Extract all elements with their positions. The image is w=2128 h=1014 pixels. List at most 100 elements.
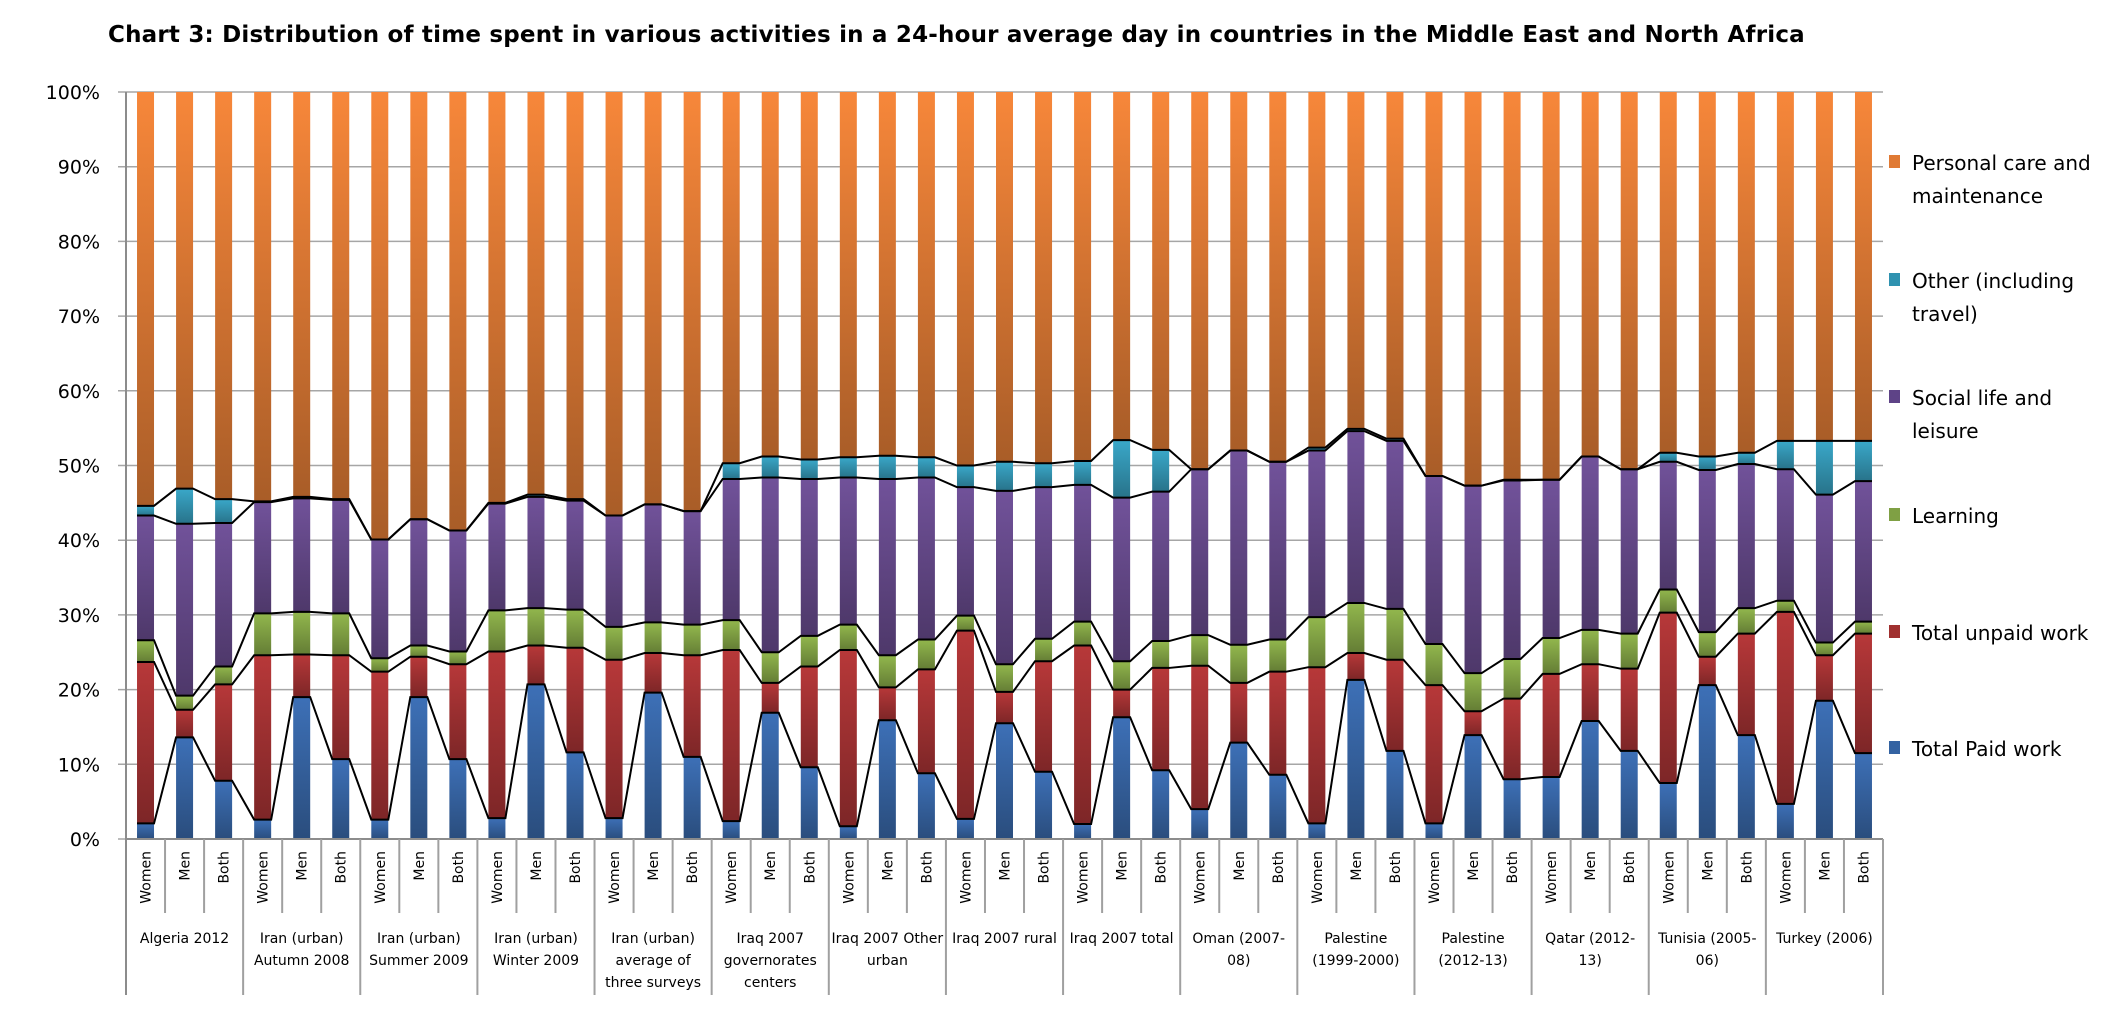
bar-segment [1581,720,1599,839]
subcategory-label: Both [217,851,233,884]
bar-segment [917,669,935,774]
bar-segment [1737,633,1755,736]
bar-segment [1386,750,1404,839]
bar-segment [215,523,233,667]
legend-swatch [1889,741,1900,754]
bar-segment [761,477,779,653]
subcategory-label: Women [841,851,857,904]
subcategory-label: Men [412,851,428,881]
bar-segment [1815,642,1833,656]
bar-segment [839,650,857,827]
subcategory-label: Both [451,851,467,884]
bar-segment [605,92,623,516]
bar-segment [137,640,155,662]
bar-segment [761,682,779,713]
bar-segment [800,459,818,479]
legend-swatch [1889,273,1900,286]
bar-segment [1191,469,1209,636]
bar-segment [1698,92,1716,457]
bars [137,92,1872,839]
bar-segment [605,515,623,627]
bar-segment [1503,698,1521,780]
bar-segment [332,499,350,614]
bar-segment [1659,782,1677,839]
bar-segment [996,461,1013,491]
bar-segment [1698,656,1716,686]
bar-segment [1815,655,1833,701]
bar-segment [410,92,428,520]
bar-segment [1737,452,1755,465]
bar-segment [1581,664,1599,721]
bar-segment [1425,475,1443,645]
bar-segment [800,478,818,636]
bar-segment [137,661,155,824]
bar-segment [683,655,701,757]
group-label: Iran (urban) Autumn 2008 [253,931,350,969]
bar-segment [449,530,467,652]
legend-label: Social life and leisure [1912,386,2053,443]
bar-segment [1386,608,1404,660]
bar-segment [956,465,974,488]
bar-segment [566,609,584,648]
subcategory-label: Women [139,851,155,904]
bar-segment [644,92,662,505]
bar-segment [1347,652,1365,680]
bar-segment [996,92,1013,462]
bar-segment [878,655,896,688]
bar-segment [1503,92,1521,480]
bar-segment [1620,92,1638,470]
subcategory-label: Men [646,851,662,881]
bar-segment [371,539,389,659]
bar-segment [1776,600,1794,612]
bar-segment [1113,689,1131,718]
bar-segment [1308,450,1326,618]
group-label: Qatar (2012-13) [1545,931,1636,969]
axes: Women Men Both Women Men Both Women Men Both Wome… [125,92,1884,995]
y-tick-label: 0% [70,829,100,851]
bar-segment [683,92,701,512]
bar-segment [1074,645,1092,825]
bar-segment [1347,431,1365,603]
bar-segment [1542,479,1560,639]
bar-segment [683,624,701,656]
legend-swatch [1889,390,1900,403]
bar-segment [137,505,155,516]
bar-segment [1776,440,1794,470]
bar-segment [488,503,506,611]
subcategory-label: Both [1622,851,1638,884]
bar-segment [1854,481,1872,622]
bar-segment [1581,92,1599,457]
series-line [137,427,1872,541]
bar-segment [878,478,896,656]
bar-segment [1464,711,1482,736]
subcategory-label: Women [256,851,272,904]
bar-segment [293,654,311,698]
bar-segment [1659,92,1677,453]
legend-swatch [1889,625,1900,638]
bar-segment [996,691,1013,724]
bar-segment [722,821,740,839]
bar-segment [1035,661,1053,772]
bar-segment [644,692,662,839]
bar-segment [1854,633,1872,754]
bar-segment [1620,633,1638,669]
bar-segment [644,504,662,623]
bar-segment [527,684,545,839]
bar-segment [176,488,194,524]
bar-segment [293,697,311,839]
bar-segment [1074,824,1092,839]
bar-segment [1854,92,1872,441]
legend-label: Total Paid work [1912,737,2062,761]
bar-segment [1113,661,1131,690]
bar-segment [878,720,896,839]
bar-segment [1152,641,1170,668]
bar-segment [1620,469,1638,634]
bar-segment [1191,635,1209,666]
bar-segment [254,502,272,614]
subcategory-label: Both [1856,851,1872,884]
bar-segment [176,523,194,696]
bar-segment [215,499,233,524]
bar-segment [1191,809,1209,839]
bar-segment [761,456,779,478]
series-line [137,610,1872,713]
